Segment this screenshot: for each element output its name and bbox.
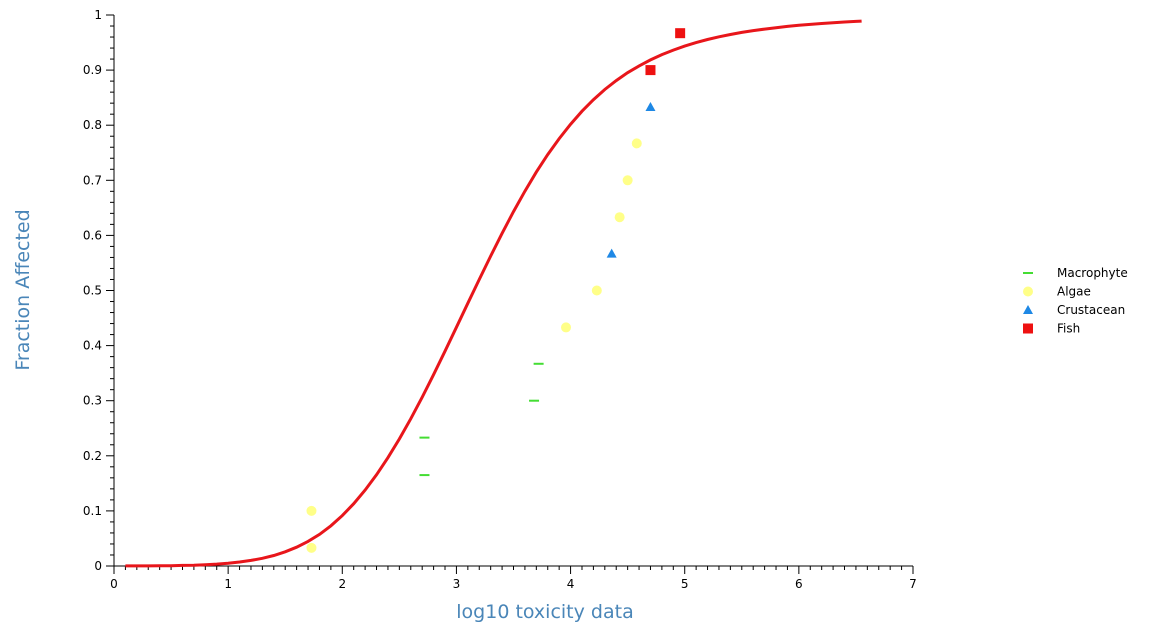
fit-curve (125, 19, 862, 568)
y-tick-label: 0 (94, 559, 102, 573)
legend-label-crustacean: Crustacean (1057, 303, 1125, 317)
crustacean-point (645, 102, 656, 112)
y-tick-label: 0.2 (83, 449, 102, 463)
fit-curve-layer (125, 19, 862, 568)
legend: Macrophyte Algae Crustacean Fish (1023, 266, 1128, 336)
legend-marker-algae (1023, 286, 1033, 297)
x-tick-label: 5 (681, 577, 689, 591)
legend-marker-fish (1023, 323, 1033, 334)
x-tick-label: 7 (909, 577, 917, 591)
crustacean-point (606, 248, 617, 258)
y-tick-label: 0.1 (83, 504, 102, 518)
y-axis-title: Fraction Affected (12, 209, 34, 370)
y-tick-label: 0.5 (83, 284, 102, 298)
legend-label-fish: Fish (1057, 322, 1080, 336)
x-axis-title: log10 toxicity data (456, 601, 633, 623)
x-tick-label: 1 (224, 577, 232, 591)
x-tick-label: 4 (567, 577, 575, 591)
fish-point (675, 28, 686, 39)
algae-point (631, 138, 642, 149)
y-tick-label: 0.3 (83, 394, 102, 408)
algae-point (591, 285, 602, 296)
algae-point (306, 542, 317, 553)
algae-point (614, 212, 625, 223)
x-tick-label: 6 (795, 577, 803, 591)
algae-point (561, 322, 572, 333)
y-tick-label: 1 (94, 8, 102, 22)
axes: 0 1 2 3 4 5 6 7 0 0.1 0.2 0.3 0.4 0.5 0.6 0.7 0.8 0.9 1 (83, 8, 917, 591)
legend-marker-crustacean (1023, 305, 1033, 314)
y-tick-label: 0.6 (83, 228, 102, 242)
y-tick-label: 0.4 (83, 339, 102, 353)
legend-label-macrophyte: Macrophyte (1057, 266, 1128, 280)
y-tick-label: 0.7 (83, 173, 102, 187)
y-tick-label: 0.8 (83, 118, 102, 132)
fish-point (645, 65, 656, 76)
x-tick-label: 0 (110, 577, 118, 591)
x-tick-label: 3 (453, 577, 461, 591)
legend-label-algae: Algae (1057, 285, 1091, 299)
algae-point (306, 505, 317, 516)
data-points-layer (306, 28, 686, 553)
algae-point (622, 175, 633, 186)
y-tick-label: 0.9 (83, 63, 102, 77)
x-tick-label: 2 (338, 577, 346, 591)
